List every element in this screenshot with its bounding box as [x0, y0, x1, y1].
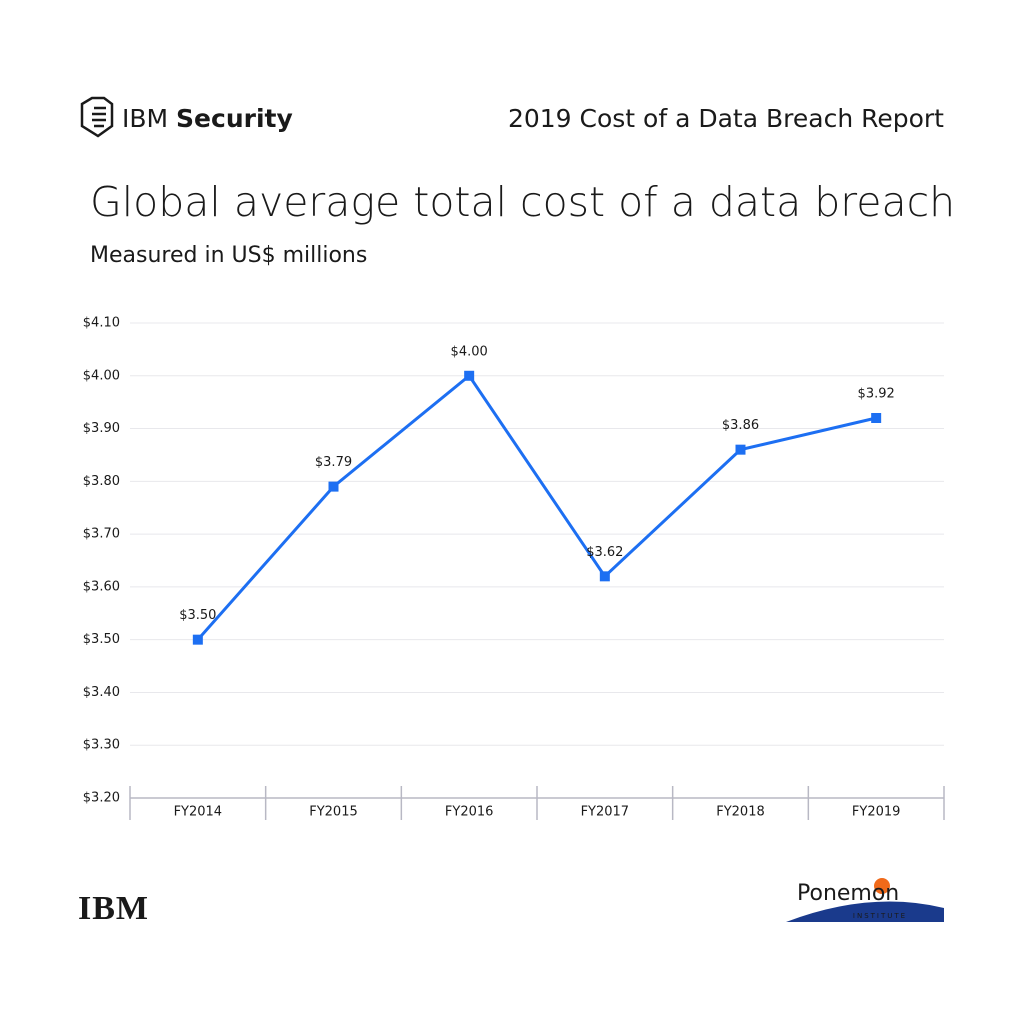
value-label: $3.50 [179, 608, 216, 623]
y-tick-label: $3.70 [83, 527, 120, 542]
marker [192, 634, 203, 645]
partner-logo: Ponemon [797, 881, 899, 906]
chart-subtitle: Measured in US$ millions [90, 243, 367, 268]
ponemon-swoosh [786, 901, 944, 922]
ponemon-sun [874, 878, 890, 894]
y-tick-label: $3.90 [83, 421, 120, 436]
y-tick-label: $4.10 [83, 316, 120, 331]
y-tick-label: $3.30 [83, 738, 120, 753]
y-tick-label: $3.80 [83, 474, 120, 489]
x-tick-label: FY2016 [445, 805, 494, 820]
marker [871, 413, 882, 423]
value-label: $3.79 [315, 455, 352, 470]
x-tick-label: FY2019 [852, 805, 901, 820]
x-tick-label: FY2015 [309, 805, 358, 820]
value-label: $3.86 [722, 418, 759, 433]
y-tick-label: $3.20 [83, 791, 120, 806]
x-tick-label: FY2014 [174, 805, 223, 820]
shield-outline [80, 96, 114, 138]
brand-prefix: IBM [122, 104, 168, 133]
brand: IBM Security [122, 104, 293, 133]
brand-name: Security [176, 104, 293, 133]
y-tick-label: $3.50 [83, 632, 120, 647]
marker [599, 571, 610, 582]
shield-icon [80, 96, 114, 138]
value-label: $4.00 [451, 344, 488, 359]
y-tick-label: $4.00 [83, 368, 120, 383]
chart-title: Global average total cost of a data brea… [90, 178, 955, 226]
marker [464, 370, 475, 381]
marker [735, 444, 746, 455]
y-tick-label: $3.40 [83, 685, 120, 700]
ibm-logo: IBM [78, 890, 149, 927]
x-tick-label: FY2017 [581, 805, 630, 820]
partner-sub: INSTITUTE [853, 912, 907, 920]
marker [328, 481, 339, 492]
value-label: $3.92 [858, 387, 895, 402]
y-tick-label: $3.60 [83, 579, 120, 594]
line [196, 373, 877, 641]
report-title: 2019 Cost of a Data Breach Report [508, 104, 944, 133]
value-label: $3.62 [586, 545, 623, 560]
x-tick-label: FY2018 [716, 805, 765, 820]
